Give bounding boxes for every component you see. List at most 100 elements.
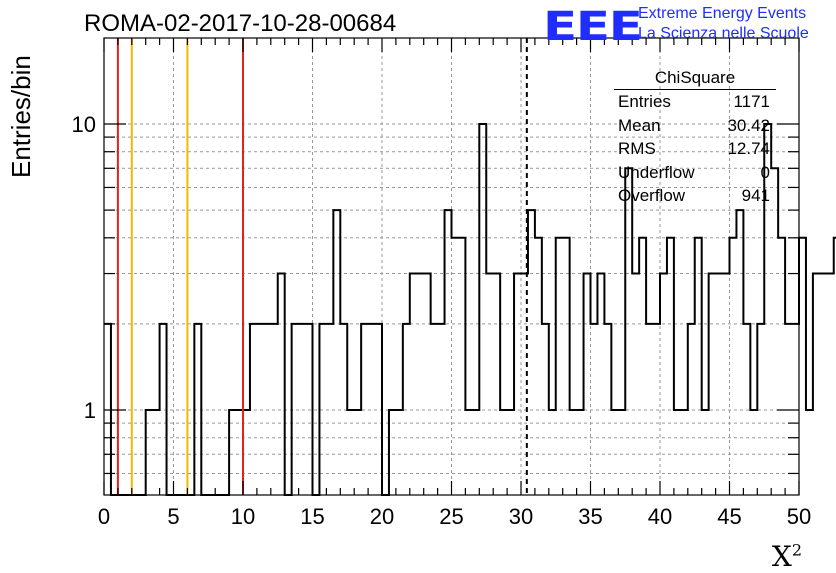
histogram-bin [688, 324, 695, 495]
histogram-bin [319, 324, 326, 495]
histogram-bin [723, 274, 730, 495]
histogram-bin [160, 324, 167, 495]
x-tick-label: 5 [167, 504, 179, 529]
logo-line-2: La Scienza nelle Scuole [638, 25, 809, 42]
eee-logo: EEE [543, 4, 643, 50]
histogram-bin [736, 210, 743, 495]
histogram-bin [299, 324, 306, 495]
histogram-bin [591, 324, 598, 495]
histogram-bin [236, 410, 243, 495]
histogram-bin [424, 274, 431, 495]
x-tick-label: 20 [370, 504, 394, 529]
histogram-bin [618, 410, 625, 495]
histogram-bin [542, 324, 549, 495]
x-tick-label: 50 [787, 504, 811, 529]
y-tick-label: 10 [72, 112, 96, 137]
histogram-bin [153, 410, 160, 495]
histogram-bin [292, 324, 299, 495]
histogram-bin [674, 410, 681, 495]
histogram-bin [611, 410, 618, 495]
histogram-bin [458, 238, 465, 495]
histogram-bin [570, 410, 577, 495]
histogram-bin [702, 410, 709, 495]
x-tick-label: 30 [509, 504, 533, 529]
histogram-bin [333, 210, 340, 495]
histogram-bin [743, 324, 750, 495]
histogram-bin [681, 410, 688, 495]
reference-lines [116, 38, 528, 495]
histogram-bin [827, 274, 834, 495]
histogram-bin [243, 410, 250, 495]
histogram-bin [431, 324, 438, 495]
x-tick-label: 0 [98, 504, 110, 529]
stats-row: Mean 30.42 [618, 115, 770, 135]
histogram-bin [257, 324, 264, 495]
histogram-bin [730, 238, 737, 495]
histogram-bin [778, 238, 785, 495]
x-tick-label: 35 [578, 504, 602, 529]
histogram-bin [646, 324, 653, 495]
histogram-bin [229, 410, 236, 495]
histogram-bin [472, 410, 479, 495]
histogram-bin [813, 274, 820, 495]
histogram-bin [667, 238, 674, 495]
histogram-bin [347, 410, 354, 495]
x-tick-label: 25 [439, 504, 463, 529]
histogram-bars [104, 123, 836, 496]
histogram-bin [194, 324, 201, 495]
histogram-bin [403, 324, 410, 495]
histogram-bin [632, 274, 639, 495]
histogram-bin [750, 410, 757, 495]
histogram-bin [820, 274, 827, 495]
axis-ticks: 0 5 10 15 20 25 30 35 40 45 50 1 10 [72, 38, 811, 529]
stats-row: Entries 1171 [618, 92, 770, 111]
histogram-bin [507, 410, 514, 495]
histogram-bin [264, 324, 271, 495]
x-tick-label: 40 [648, 504, 672, 529]
histogram-bin [597, 274, 604, 495]
histogram-bin [368, 324, 375, 495]
logo-line-1: Extreme Energy Events [638, 5, 807, 22]
y-tick-label: 1 [84, 398, 96, 423]
histogram-bin [639, 238, 646, 495]
histogram-bin [556, 238, 563, 495]
histogram-bin [563, 238, 570, 495]
histogram-bin [271, 324, 278, 495]
histogram-bin [486, 274, 493, 495]
histogram-bin [709, 274, 716, 495]
stats-row: Overflow 941 [618, 186, 770, 205]
histogram-bin [396, 410, 403, 495]
histogram-outline [104, 123, 836, 496]
histogram-bin [799, 238, 806, 495]
stats-row: RMS 12.74 [618, 139, 770, 158]
histogram-bin [452, 238, 459, 495]
stats-box: ChiSquare Entries 1171 Mean 30.42 RMS 12.74… [612, 68, 776, 208]
histogram-bin [528, 210, 535, 495]
histogram-bin [278, 274, 285, 495]
histogram-bin [445, 210, 452, 495]
histogram-bin [340, 324, 347, 495]
histogram-bin [361, 324, 368, 495]
histogram-bin [375, 324, 382, 495]
histogram-bin [535, 238, 542, 495]
histogram-bin [410, 274, 417, 495]
histogram-bin [417, 274, 424, 495]
histogram-bin [500, 410, 507, 495]
histogram-bin [625, 168, 632, 495]
histogram-bin [479, 124, 486, 495]
histogram-bin [389, 410, 396, 495]
histogram-bin [549, 410, 556, 495]
chart-title: ROMA-02-2017-10-28-00684 [84, 10, 397, 37]
histogram-bin [438, 324, 445, 495]
x-tick-label: 15 [300, 504, 324, 529]
histogram-bin [653, 324, 660, 495]
stats-row: Underflow 0 [618, 162, 770, 182]
histogram-bin [146, 410, 153, 495]
histogram-bin [354, 410, 361, 495]
histogram-bin [604, 324, 611, 495]
histogram-bin [326, 324, 333, 495]
histogram-bin [514, 274, 521, 495]
histogram-bin [584, 274, 591, 495]
histogram-bin [465, 410, 472, 495]
